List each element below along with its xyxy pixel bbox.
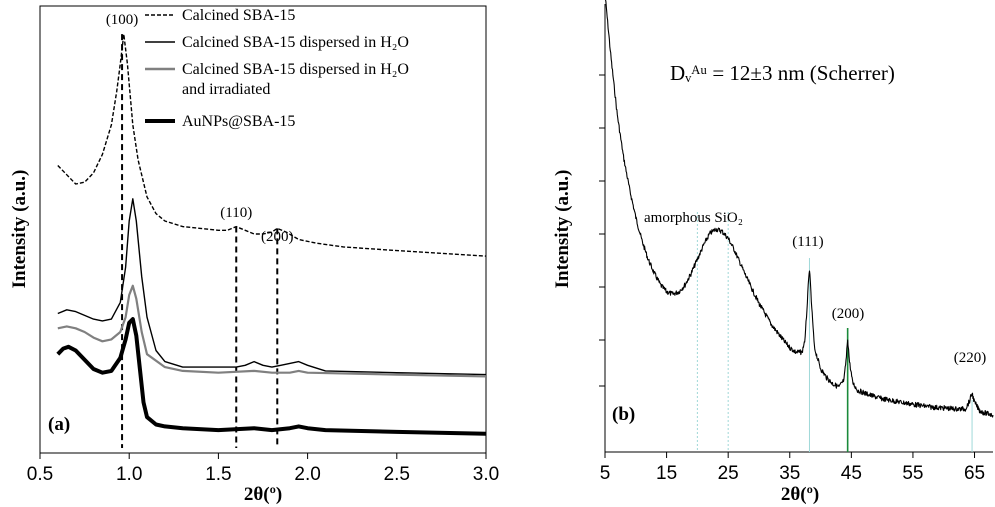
panel-a-series-line [57,284,487,378]
panel-a-x-tick-label: 3.0 [473,464,499,485]
panel-a-series-line [57,33,487,257]
panel-a-x-axis-label: 2θ(º) [244,484,282,505]
panel-a: 0.5 1.0 1.5 2.0 2.5 3.0 (100) (110) (200) Inten… [9,5,499,505]
panel-b-annotation: (200) [832,306,865,322]
panel-b-x-tick-label: 65 [964,463,985,484]
panel-b: 5 15 25 35 45 55 65 amorphous SiO₂ (111) (200) (2… [552,0,994,505]
panel-b-series [605,0,994,418]
panel-a-series [56,33,487,436]
panel-b-annotation: amorphous SiO₂ [644,210,743,226]
panel-a-legend-label: Calcined SBA-15 dispersed in H₂O [182,34,409,51]
panel-a-peak-label: (100) [106,12,139,28]
panel-a-reference-lines [121,34,279,448]
panel-b-x-tick-label: 35 [779,463,800,484]
panel-a-peak-label: (110) [220,205,252,221]
panel-a-series-line [57,198,487,376]
panel-a-x-tick-label: 1.0 [116,464,142,485]
panel-a-x-tick-label: 2.0 [294,464,320,485]
panel-b-x-tick-label: 25 [718,463,739,484]
panel-b-x-ticks: 5 15 25 35 45 55 65 [600,452,985,484]
panel-b-annotation: (220) [954,350,987,366]
panel-a-frame [39,5,487,454]
panel-a-x-tick-label: 1.5 [205,464,231,485]
panel-b-x-axis-label: 2θ(º) [781,484,819,505]
panel-a-legend-label: AuNPs@SBA-15 [182,113,295,130]
panel-a-legend: Calcined SBA-15 Calcined SBA-15 dispersed… [145,7,409,130]
panel-b-title: Dᵥᴬᵘ = 12±3 nm (Scherrer) [670,61,895,85]
panel-b-y-axis-label: Intensity (a.u.) [552,170,573,289]
panel-b-y-ticks [599,74,605,387]
panel-b-reference-lines [696,212,973,452]
panel-b-x-tick-label: 55 [902,463,923,484]
panel-a-x-ticks: 0.5 1.0 1.5 2.0 2.5 3.0 [27,453,499,485]
panel-a-peak-labels: (100) (110) (200) [106,12,294,245]
panel-a-peak-label: (200) [261,229,294,245]
panel-a-legend-label: and irradiated [182,81,270,98]
panel-b-annotations: amorphous SiO₂ (111) (200) (220) [644,210,986,366]
panel-a-legend-label: Calcined SBA-15 [182,7,295,24]
panel-a-legend-label: Calcined SBA-15 dispersed in H₂O [182,61,409,78]
panel-a-x-tick-label: 2.5 [384,464,410,485]
panel-a-label: (a) [48,414,70,435]
panel-b-label: (b) [612,404,635,425]
panel-b-series-line [605,0,994,418]
panel-a-y-axis-label: Intensity (a.u.) [9,170,30,289]
panel-a-x-tick-label: 0.5 [27,464,53,485]
panel-b-x-tick-label: 15 [656,463,677,484]
panel-b-annotation: (111) [792,234,823,250]
panel-b-x-tick-label: 5 [600,463,611,484]
panel-a-series-line [56,317,487,436]
panel-b-x-tick-label: 45 [841,463,862,484]
